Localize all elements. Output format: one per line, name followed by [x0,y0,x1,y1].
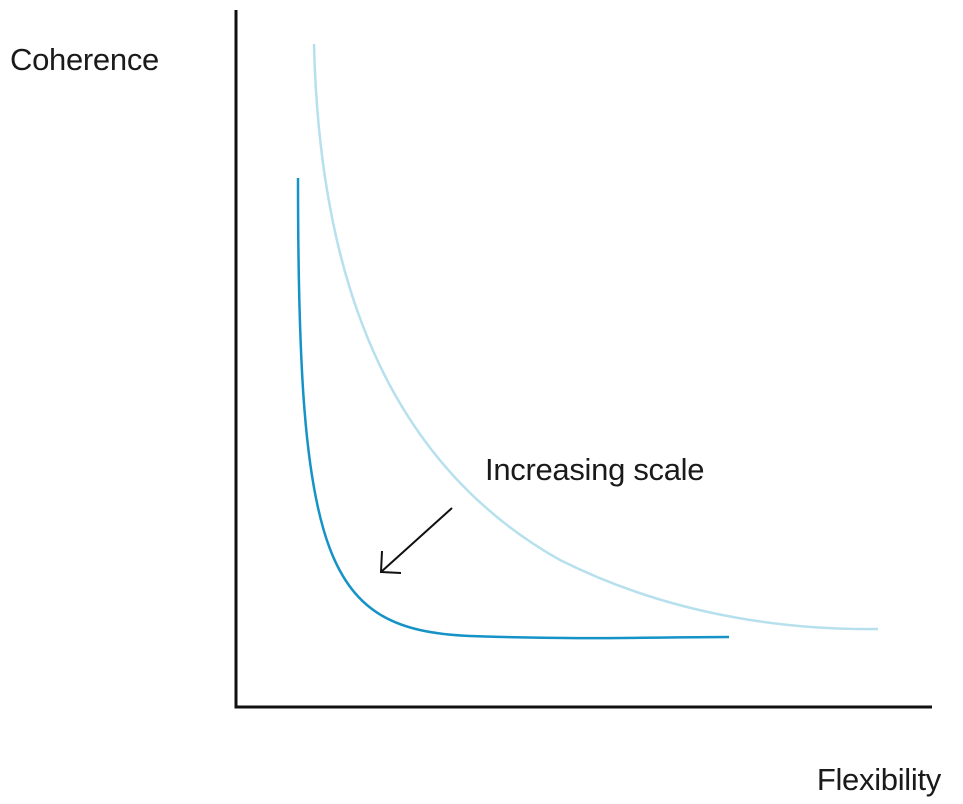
annotation-label: Increasing scale [485,452,705,487]
scale-arrow [379,507,453,574]
arrow-shaft [380,507,453,573]
x-axis-label: Flexibility [816,762,941,797]
y-axis-label: Coherence [10,42,159,77]
curve-dark [296,177,730,640]
curve-light [312,43,879,631]
arrow-head [379,550,402,574]
